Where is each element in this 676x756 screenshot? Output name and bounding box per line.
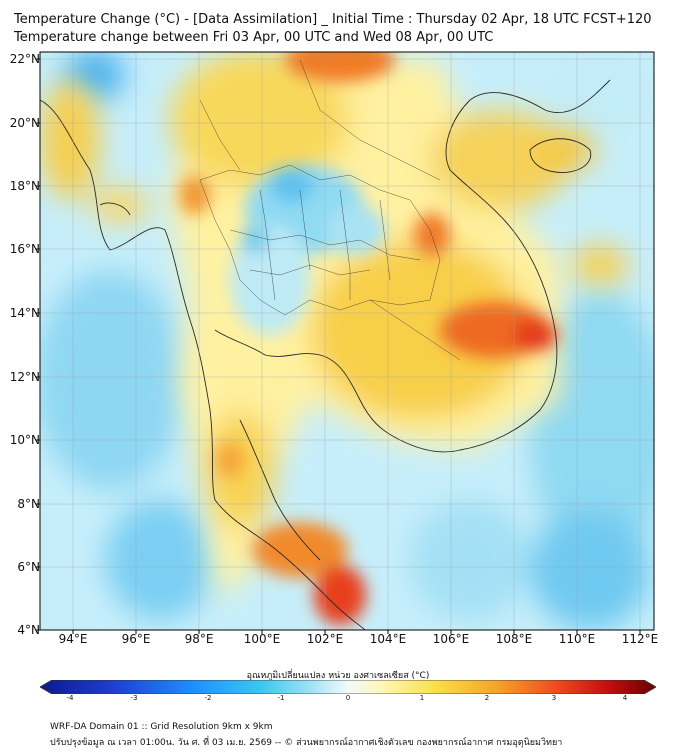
lon-label-96e: 96°E xyxy=(121,632,151,646)
lat-label-16n: 16°N xyxy=(9,242,40,256)
lat-label-18n: 18°N xyxy=(9,179,40,193)
colorbar-tick-4: 4 xyxy=(622,694,628,702)
map-title-line1: Temperature Change (°C) - [Data Assimila… xyxy=(14,12,652,27)
lon-label-110e: 110°E xyxy=(558,632,596,646)
field-layer xyxy=(40,52,654,630)
lon-label-100e: 100°E xyxy=(243,632,281,646)
lat-label-14n: 14°N xyxy=(9,306,40,320)
lon-label-112e: 112°E xyxy=(621,632,659,646)
lon-label-94e: 94°E xyxy=(58,632,88,646)
lat-label-8n: 8°N xyxy=(17,497,40,511)
lat-label-4n: 4°N xyxy=(17,623,40,637)
map-frame xyxy=(39,51,655,631)
lat-label-10n: 10°N xyxy=(9,433,40,447)
colorbar-tick-m3: -3 xyxy=(130,694,138,702)
lon-label-108e: 108°E xyxy=(495,632,533,646)
temperature-change-map xyxy=(36,51,655,634)
lon-label-98e: 98°E xyxy=(184,632,214,646)
lat-label-6n: 6°N xyxy=(17,560,40,574)
province-borders xyxy=(199,59,461,361)
lat-label-22n: 22°N xyxy=(9,52,40,66)
colorbar-tick-m1: -1 xyxy=(277,694,285,702)
coastline-layer xyxy=(40,79,611,630)
gridlines xyxy=(40,52,654,630)
lat-label-20n: 20°N xyxy=(9,116,40,130)
lon-label-104e: 104°E xyxy=(369,632,407,646)
footer-model-info: WRF-DA Domain 01 :: Grid Resolution 9km … xyxy=(50,722,273,732)
colorbar-tick-3: 3 xyxy=(551,694,557,702)
colorbar-tick-1: 1 xyxy=(419,694,425,702)
colorbar xyxy=(40,680,656,694)
colorbar-tick-2: 2 xyxy=(484,694,490,702)
colorbar-tick-0: 0 xyxy=(345,694,351,702)
footer-credit: ปรับปรุงข้อมูล ณ เวลา 01:00น. วัน ศ. ที่… xyxy=(50,738,563,748)
colorbar-ramp xyxy=(40,680,656,694)
colorbar-title: อุณหภูมิเปลี่ยนแปลง หน่วย องศาเซลเซียส (… xyxy=(246,671,430,681)
colorbar-tick-m2: -2 xyxy=(204,694,212,702)
colorbar-tick-m4: -4 xyxy=(66,694,74,702)
axis-ticks xyxy=(36,58,641,634)
map-title-line2: Temperature change between Fri 03 Apr, 0… xyxy=(14,30,494,45)
lon-label-102e: 102°E xyxy=(306,632,344,646)
lon-label-106e: 106°E xyxy=(432,632,470,646)
lat-label-12n: 12°N xyxy=(9,370,40,384)
